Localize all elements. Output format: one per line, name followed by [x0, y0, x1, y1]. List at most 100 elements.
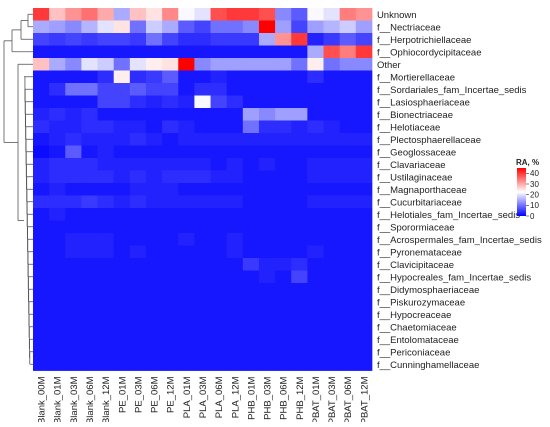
heatmap-cell	[242, 133, 260, 146]
legend-tick-label: 40	[530, 169, 539, 178]
heatmap-cell	[81, 320, 98, 334]
heatmap-cell	[323, 145, 341, 159]
heatmap-cell	[178, 108, 195, 121]
heatmap-cell	[355, 220, 373, 234]
heatmap-cell	[129, 283, 147, 296]
row-label: f__Entolomataceae	[377, 335, 459, 346]
heatmap-cell	[307, 170, 324, 184]
heatmap-cell	[194, 70, 211, 84]
heatmap-cell	[291, 95, 308, 109]
heatmap-cell	[81, 170, 98, 184]
row-label: f__Chaetomiaceae	[377, 322, 457, 333]
heatmap-cell	[291, 270, 308, 284]
heatmap-cell	[49, 8, 66, 21]
heatmap-cell	[323, 283, 341, 296]
heatmap-cell	[162, 320, 179, 334]
heatmap-cell	[258, 183, 276, 196]
heatmap-cell	[210, 170, 228, 184]
heatmap-cell	[97, 20, 115, 34]
heatmap-cell	[307, 95, 324, 109]
heatmap-cell	[113, 145, 131, 159]
heatmap-cell	[355, 295, 373, 309]
heatmap-cell	[162, 170, 179, 184]
heatmap-cell	[258, 308, 276, 321]
heatmap-cell	[210, 145, 228, 159]
heatmap-cell	[145, 45, 163, 59]
heatmap-cell	[81, 8, 98, 21]
heatmap-cell	[129, 308, 147, 321]
row-label: f__Sordariales_fam_Incertae_sedis	[377, 85, 527, 96]
heatmap-cell	[65, 33, 82, 46]
heatmap-cell	[210, 83, 228, 96]
heatmap-cell	[339, 108, 357, 121]
row-label: f__Helotiaceae	[377, 122, 440, 133]
heatmap-cell	[145, 70, 163, 84]
row-label: f__Pyronemataceae	[377, 247, 462, 258]
heatmap-cell	[162, 108, 179, 121]
heatmap-cell	[194, 195, 211, 209]
heatmap-cell	[307, 358, 324, 371]
heatmap-cell	[291, 195, 308, 209]
heatmap-cell	[145, 170, 163, 184]
heatmap-cell	[178, 295, 195, 309]
heatmap-cell	[194, 208, 211, 221]
heatmap-cell	[81, 358, 98, 371]
heatmap-cell	[291, 183, 308, 196]
column-label: PLA_06M	[214, 376, 225, 418]
heatmap-cell	[97, 170, 115, 184]
heatmap-cell	[323, 358, 341, 371]
heatmap-cell	[33, 108, 50, 121]
heatmap-cell	[81, 58, 98, 71]
heatmap-cell	[258, 8, 276, 21]
heatmap-cell	[242, 358, 260, 371]
heatmap-cell	[339, 158, 357, 171]
heatmap-cell	[113, 108, 131, 121]
heatmap-cell	[33, 183, 50, 196]
heatmap-cell	[129, 108, 147, 121]
heatmap-cell	[97, 158, 115, 171]
heatmap-cell	[81, 345, 98, 359]
heatmap-cell	[307, 320, 324, 334]
heatmap-cell	[210, 358, 228, 371]
heatmap-cell	[97, 8, 115, 21]
heatmap-cell	[291, 308, 308, 321]
heatmap-cell	[49, 195, 66, 209]
heatmap-cell	[275, 70, 292, 84]
heatmap-cell	[65, 8, 82, 21]
heatmap-cell	[81, 308, 98, 321]
heatmap-cell	[242, 195, 260, 209]
heatmap-cell	[65, 108, 82, 121]
heatmap-cell	[97, 45, 115, 59]
heatmap-cell	[33, 345, 50, 359]
heatmap-cell	[49, 283, 66, 296]
heatmap-cell	[275, 258, 292, 271]
heatmap-cell	[113, 83, 131, 96]
row-label: f__Clavariaceae	[377, 160, 446, 171]
heatmap-cell	[291, 20, 308, 34]
heatmap-cell	[291, 8, 308, 21]
heatmap-cell	[339, 308, 357, 321]
heatmap-cell	[113, 283, 131, 296]
heatmap-cell	[33, 295, 50, 309]
heatmap-cell	[226, 158, 244, 171]
heatmap-cell	[194, 308, 211, 321]
heatmap-cell	[49, 333, 66, 346]
heatmap-cell	[65, 245, 82, 259]
heatmap-cell	[242, 45, 260, 59]
heatmap-cell	[178, 58, 195, 71]
heatmap-cell	[307, 295, 324, 309]
heatmap-cell	[242, 70, 260, 84]
heatmap-cell	[210, 333, 228, 346]
heatmap-cell	[65, 70, 82, 84]
heatmap-cell	[339, 195, 357, 209]
heatmap-cell	[323, 33, 341, 46]
row-label: f__Lasiosphaeriaceae	[377, 97, 470, 108]
heatmap-cell	[33, 358, 50, 371]
column-label: PHB_03M	[263, 376, 274, 419]
heatmap-cell	[97, 120, 115, 134]
heatmap-cell	[210, 233, 228, 246]
heatmap-cell	[162, 208, 179, 221]
heatmap-cell	[194, 108, 211, 121]
heatmap-cell	[145, 333, 163, 346]
heatmap-cell	[113, 70, 131, 84]
